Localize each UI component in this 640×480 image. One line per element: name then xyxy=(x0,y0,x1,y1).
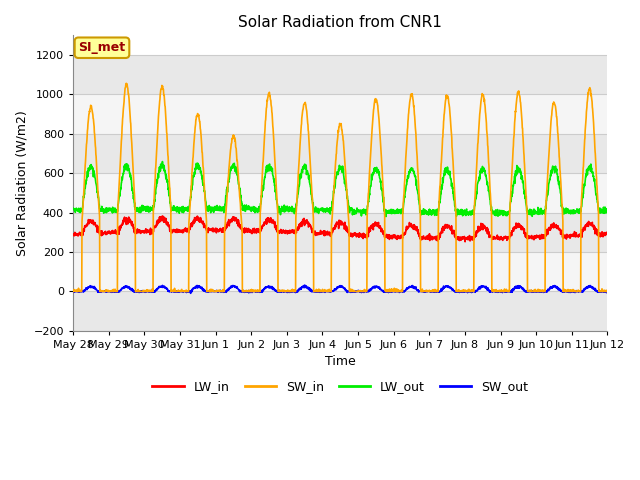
SW_out xyxy=(69,289,77,295)
LW_in xyxy=(557,231,564,237)
Line: SW_out: SW_out xyxy=(73,285,607,293)
LW_out xyxy=(159,159,166,165)
LW_in xyxy=(218,229,226,235)
SW_out xyxy=(187,290,195,296)
Line: LW_in: LW_in xyxy=(73,216,607,242)
LW_in xyxy=(572,234,579,240)
LW_out xyxy=(557,191,564,196)
Title: Solar Radiation from CNR1: Solar Radiation from CNR1 xyxy=(238,15,442,30)
SW_out xyxy=(368,286,376,291)
Bar xyxy=(73,55,607,95)
Line: LW_out: LW_out xyxy=(73,162,607,216)
SW_in xyxy=(218,288,226,293)
Y-axis label: Solar Radiation (W/m2): Solar Radiation (W/m2) xyxy=(15,110,28,256)
SW_out xyxy=(301,282,309,288)
LW_out xyxy=(367,177,375,182)
LW_out xyxy=(572,209,579,215)
Bar xyxy=(73,291,607,331)
Bar xyxy=(73,95,607,134)
LW_out xyxy=(356,209,364,215)
LW_in xyxy=(496,237,504,243)
SW_in xyxy=(496,288,504,293)
SW_in xyxy=(122,81,130,86)
Bar xyxy=(73,134,607,173)
LW_in xyxy=(159,213,166,219)
Legend: LW_in, SW_in, LW_out, SW_out: LW_in, SW_in, LW_out, SW_out xyxy=(147,375,533,398)
SW_in xyxy=(356,288,364,294)
LW_out xyxy=(218,206,226,212)
SW_in xyxy=(69,288,77,294)
LW_out xyxy=(604,209,611,215)
LW_in xyxy=(461,239,469,245)
LW_out xyxy=(382,214,390,219)
LW_out xyxy=(496,207,504,213)
Bar xyxy=(73,213,607,252)
Line: SW_in: SW_in xyxy=(73,84,607,291)
SW_out xyxy=(496,289,504,295)
SW_in xyxy=(367,139,375,144)
LW_in xyxy=(69,231,77,237)
SW_out xyxy=(218,288,226,294)
Bar xyxy=(73,252,607,291)
LW_in xyxy=(356,232,364,238)
SW_in xyxy=(557,174,564,180)
LW_in xyxy=(604,229,611,235)
SW_in xyxy=(604,288,611,294)
SW_out xyxy=(604,288,611,293)
SW_out xyxy=(572,288,579,294)
Text: SI_met: SI_met xyxy=(79,41,125,54)
LW_in xyxy=(367,224,375,230)
X-axis label: Time: Time xyxy=(325,355,356,369)
Bar xyxy=(73,173,607,213)
LW_out xyxy=(69,206,77,212)
SW_in xyxy=(572,288,579,294)
SW_out xyxy=(557,288,564,294)
SW_out xyxy=(356,288,364,294)
